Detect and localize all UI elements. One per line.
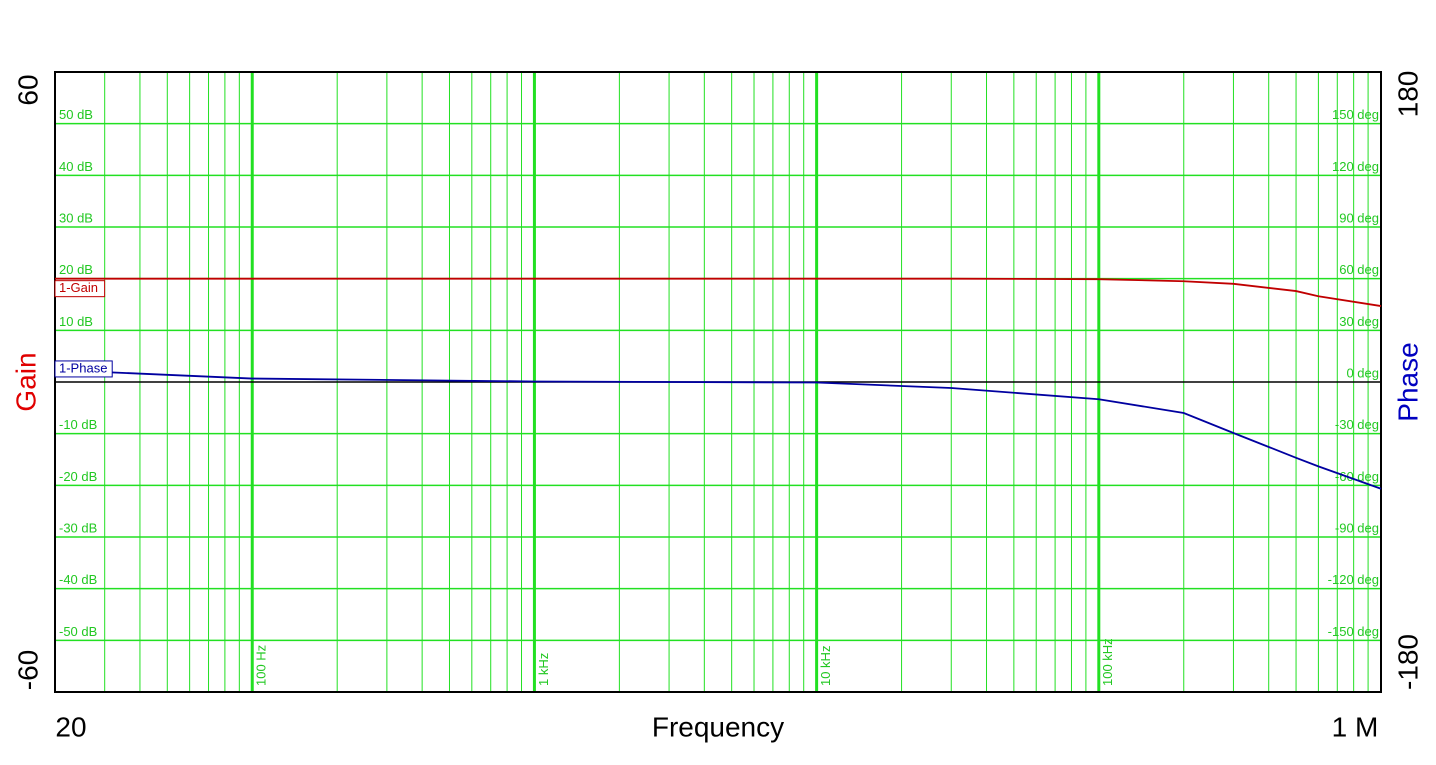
y2-tick-label: 120 deg — [1332, 159, 1379, 174]
legend-label: 1-Gain — [59, 280, 98, 295]
x-tick-label: 100 kHz — [1100, 638, 1115, 686]
x-axis-label: Frequency — [652, 711, 784, 742]
y2-tick-label: -60 deg — [1335, 469, 1379, 484]
x-tick-label: 1 kHz — [536, 653, 551, 686]
y-tick-label: -20 dB — [59, 469, 97, 484]
y-tick-label: 20 dB — [59, 262, 93, 277]
y-axis-label: Gain — [10, 352, 41, 411]
legend-box — [54, 360, 113, 378]
y-tick-label: -10 dB — [59, 417, 97, 432]
y2-tick-label: 0 deg — [1346, 365, 1379, 380]
y2-tick-label: -180 — [1392, 634, 1423, 690]
y-tick-label: -60 — [12, 650, 43, 690]
y-tick-label: 10 dB — [59, 314, 93, 329]
y2-tick-label: -150 deg — [1328, 624, 1379, 639]
y-tick-label: 50 dB — [59, 107, 93, 122]
series-line — [55, 277, 1382, 307]
y-tick-label: -50 dB — [59, 624, 97, 639]
series-line — [54, 369, 1382, 490]
plot-frame — [54, 71, 1382, 693]
y-tick-label: 40 dB — [59, 159, 93, 174]
x-tick-label: 1 M — [1332, 711, 1379, 742]
y2-tick-label: 30 deg — [1339, 314, 1379, 329]
y2-axis-label: Phase — [1392, 342, 1423, 421]
y2-tick-label: 60 deg — [1339, 262, 1379, 277]
y-tick-label: 30 dB — [59, 210, 93, 225]
x-tick-label: 20 — [55, 711, 86, 742]
y2-tick-label: 180 — [1392, 71, 1423, 118]
y-tick-label: 60 — [12, 74, 43, 105]
y-tick-label: -30 dB — [59, 520, 97, 535]
y2-tick-label: 150 deg — [1332, 107, 1379, 122]
x-tick-label: 100 Hz — [254, 645, 269, 686]
y-tick-label: -40 dB — [59, 572, 97, 587]
x-tick-label: 10 kHz — [818, 646, 833, 686]
y2-tick-label: -90 deg — [1335, 520, 1379, 535]
y2-tick-label: 90 deg — [1339, 210, 1379, 225]
legend-box — [54, 280, 106, 298]
y2-tick-label: -120 deg — [1328, 572, 1379, 587]
y2-tick-label: -30 deg — [1335, 417, 1379, 432]
legend-label: 1-Phase — [59, 360, 107, 375]
